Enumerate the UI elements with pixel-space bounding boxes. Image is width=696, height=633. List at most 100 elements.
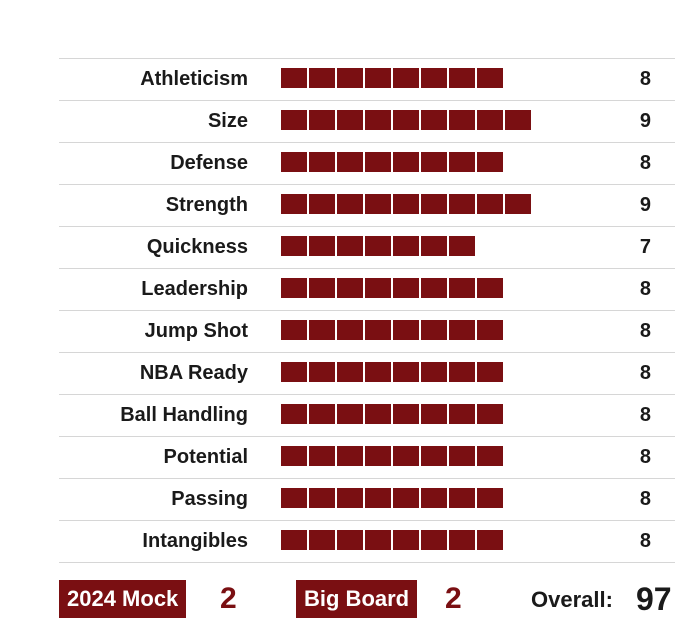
rating-label: Jump Shot <box>144 320 248 342</box>
rating-bar-segment <box>393 110 419 130</box>
rating-bar <box>281 446 505 466</box>
rating-label: Size <box>207 110 248 132</box>
mock-draft-rank: 2 <box>220 582 237 615</box>
rating-bar-segment <box>477 488 503 508</box>
rankings-footer: 2024 Mock 2 Big Board 2 Overall: 97 <box>0 580 696 618</box>
rating-bar-segment <box>337 194 363 214</box>
rating-bar-segment <box>421 404 447 424</box>
rating-row: Jump Shot 8 <box>59 311 675 353</box>
rating-bar-segment <box>421 236 447 256</box>
rating-bar-segment <box>449 488 475 508</box>
rating-bar-segment <box>309 68 335 88</box>
rating-bar-segment <box>477 152 503 172</box>
rating-label: Defense <box>170 152 248 174</box>
rating-bar <box>281 110 533 130</box>
rating-bar-segment <box>477 530 503 550</box>
rating-label: Intangibles <box>142 530 248 552</box>
rating-bar <box>281 362 505 382</box>
rating-label: NBA Ready <box>139 362 248 384</box>
rating-bar-segment <box>365 278 391 298</box>
rating-bar-segment <box>309 404 335 424</box>
rating-score: 8 <box>639 152 651 174</box>
rating-row: Ball Handling 8 <box>59 395 675 437</box>
rating-bar-segment <box>449 110 475 130</box>
rating-bar-segment <box>281 404 307 424</box>
rating-bar-segment <box>393 152 419 172</box>
rating-bar-segment <box>449 278 475 298</box>
rating-bar-segment <box>421 278 447 298</box>
rating-score: 8 <box>639 278 651 300</box>
big-board-badge: Big Board <box>296 580 418 618</box>
rating-bar-segment <box>449 446 475 466</box>
rating-bar-segment <box>365 68 391 88</box>
rating-bar-segment <box>393 488 419 508</box>
rating-bar-segment <box>309 362 335 382</box>
rating-bar-segment <box>421 320 447 340</box>
rating-bar <box>281 530 505 550</box>
rating-bar-segment <box>393 362 419 382</box>
rating-bar-segment <box>337 404 363 424</box>
rating-bar-segment <box>309 488 335 508</box>
rating-bar-segment <box>281 152 307 172</box>
rating-bar-segment <box>505 110 531 130</box>
rating-bar-segment <box>477 278 503 298</box>
big-board-rank: 2 <box>445 582 462 615</box>
rating-bar-segment <box>365 488 391 508</box>
rating-bar <box>281 152 505 172</box>
rating-bar <box>281 320 505 340</box>
rating-row: NBA Ready 8 <box>59 353 675 395</box>
rating-bar-segment <box>477 404 503 424</box>
rating-bar-segment <box>421 530 447 550</box>
rating-bar-segment <box>309 278 335 298</box>
rating-bar-segment <box>477 362 503 382</box>
rating-bar-segment <box>337 278 363 298</box>
rating-bar-segment <box>281 236 307 256</box>
rating-bar <box>281 278 505 298</box>
rating-bar-segment <box>449 320 475 340</box>
rating-score: 7 <box>639 236 651 258</box>
rating-label: Quickness <box>146 236 248 258</box>
rating-bar-segment <box>337 530 363 550</box>
rating-bar-segment <box>337 110 363 130</box>
rating-bar-segment <box>449 152 475 172</box>
rating-bar-segment <box>449 236 475 256</box>
rating-bar-segment <box>449 362 475 382</box>
rating-score: 8 <box>639 404 651 426</box>
rating-row: Defense 8 <box>59 143 675 185</box>
rating-bar-segment <box>449 194 475 214</box>
mock-draft-badge: 2024 Mock <box>59 580 187 618</box>
rating-bar-segment <box>281 488 307 508</box>
rating-bar-segment <box>365 194 391 214</box>
rating-bar-segment <box>309 530 335 550</box>
rating-bar-segment <box>393 446 419 466</box>
rating-bar-segment <box>281 194 307 214</box>
rating-bar-segment <box>477 194 503 214</box>
rating-bar-segment <box>393 236 419 256</box>
rating-bar-segment <box>421 194 447 214</box>
rating-bar-segment <box>365 530 391 550</box>
rating-score: 8 <box>639 530 651 552</box>
overall-label: Overall: <box>531 587 613 612</box>
rating-row: Strength 9 <box>59 185 675 227</box>
rating-row: Leadership 8 <box>59 269 675 311</box>
rating-row: Potential 8 <box>59 437 675 479</box>
rating-bar-segment <box>309 194 335 214</box>
rating-bar-segment <box>281 320 307 340</box>
rating-bar-segment <box>281 362 307 382</box>
ratings-chart: Athleticism 8 Size 9 Defense 8 Strength 9 Quickn… <box>59 58 675 563</box>
overall-score: 97 <box>636 581 672 617</box>
rating-bar-segment <box>281 110 307 130</box>
rating-bar-segment <box>281 530 307 550</box>
rating-bar-segment <box>309 236 335 256</box>
rating-row: Quickness 7 <box>59 227 675 269</box>
rating-score: 8 <box>639 488 651 510</box>
rating-label: Potential <box>163 446 248 468</box>
rating-bar-segment <box>449 404 475 424</box>
rating-bar-segment <box>365 110 391 130</box>
rating-score: 9 <box>639 194 651 216</box>
rating-bar-segment <box>393 194 419 214</box>
rating-bar-segment <box>477 446 503 466</box>
rating-bar-segment <box>421 362 447 382</box>
rating-bar-segment <box>337 488 363 508</box>
rating-bar-segment <box>449 530 475 550</box>
